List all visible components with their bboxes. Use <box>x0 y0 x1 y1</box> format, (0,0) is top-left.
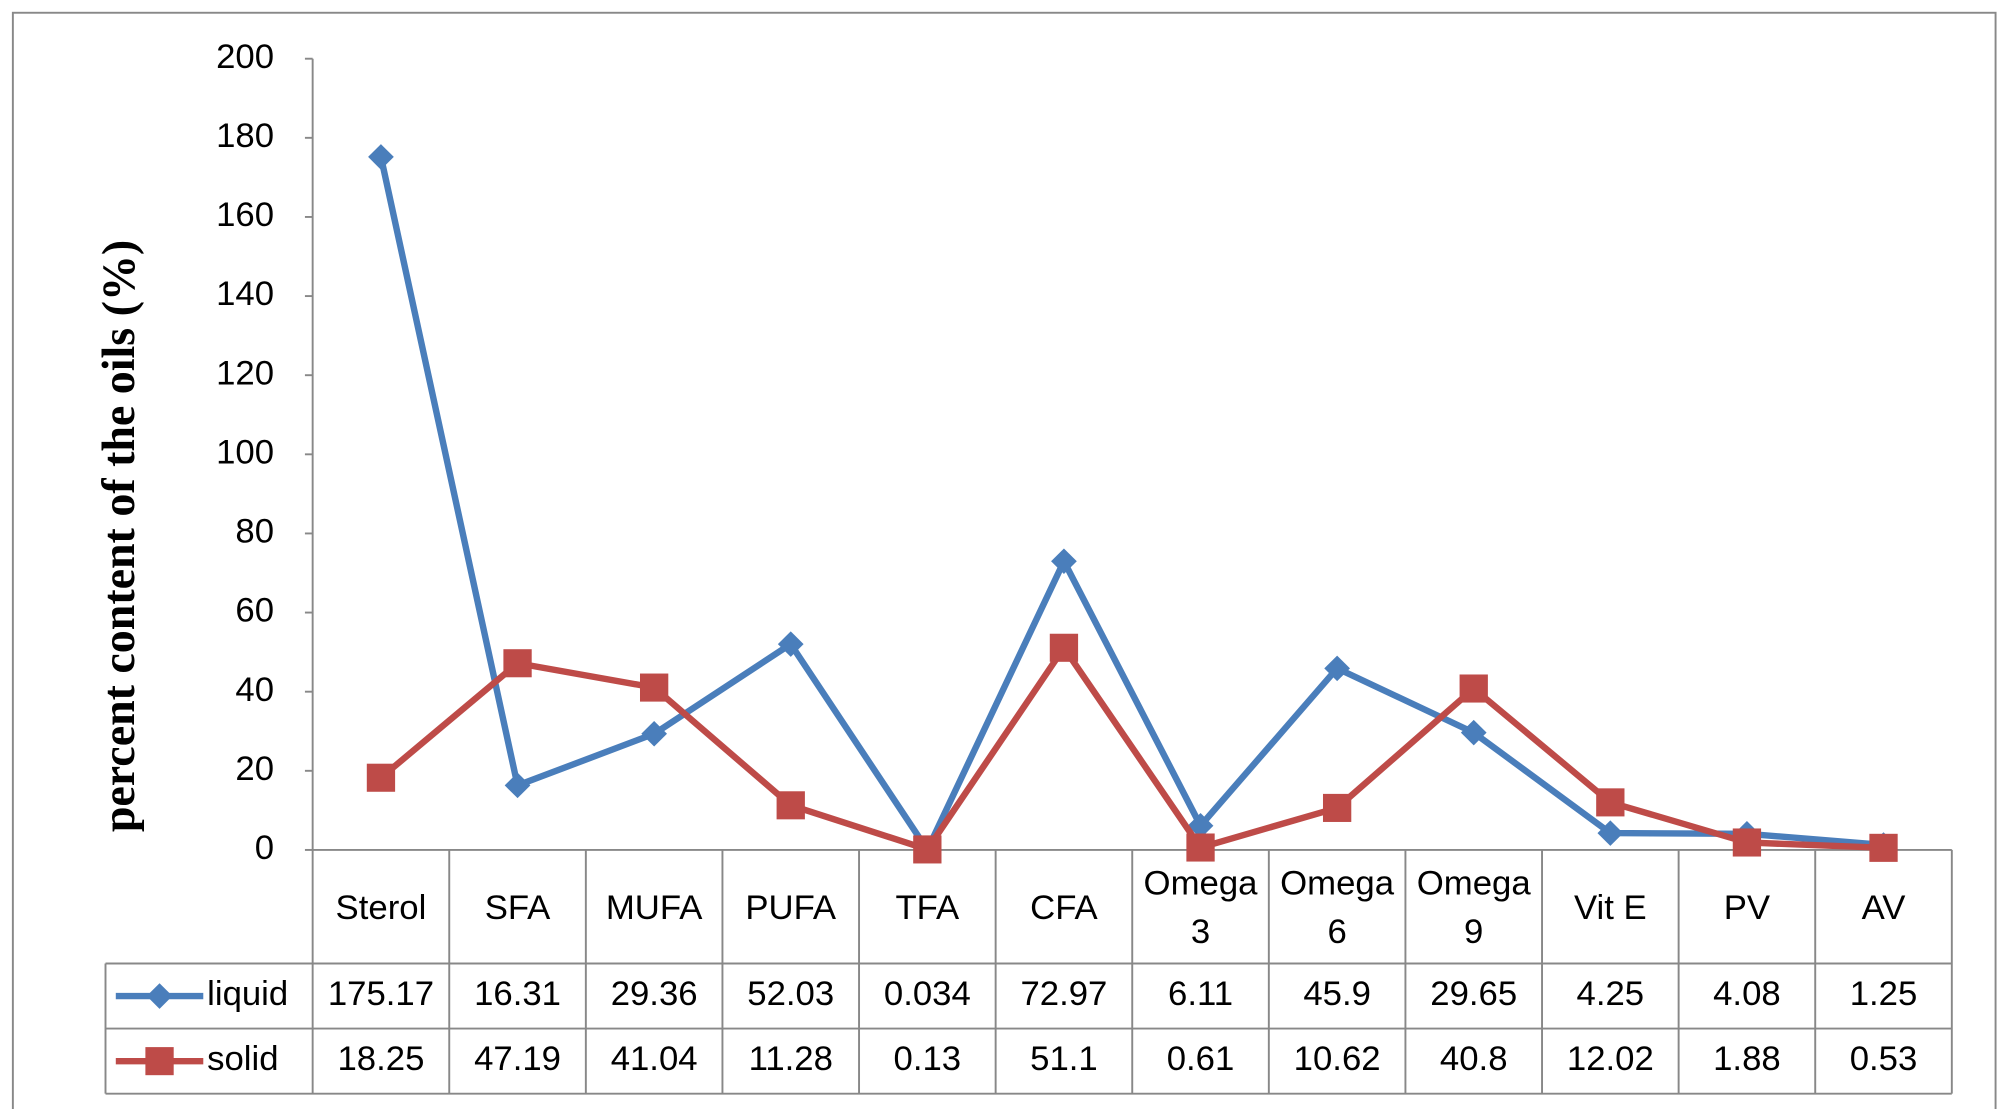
marker <box>1186 833 1215 862</box>
marker <box>1322 793 1352 822</box>
table-value: 45.9 <box>1303 975 1371 1013</box>
marker <box>639 673 669 702</box>
x-tick-label: Omega 6 <box>1280 863 1395 951</box>
x-tick-label-box: Vit E <box>1573 887 1647 926</box>
marker <box>368 144 394 170</box>
chart-border <box>11 11 1997 1109</box>
series-line <box>377 156 1884 853</box>
marker <box>641 721 668 747</box>
x-tick-label: PV <box>1723 887 1771 926</box>
table-value: 11.28 <box>749 1040 833 1078</box>
y-tick-label: 160 <box>216 196 274 234</box>
marker <box>1187 813 1214 839</box>
marker <box>913 835 942 864</box>
table-value: 40.8 <box>1440 1040 1508 1078</box>
table-value: 47.19 <box>474 1040 561 1078</box>
table-value: 16.31 <box>474 975 561 1013</box>
x-tick-label-box: Omega 3 <box>1143 863 1258 951</box>
x-tick-label-box: Omega 6 <box>1280 863 1395 951</box>
y-tick-label: 0 <box>255 829 274 867</box>
marker <box>366 763 396 792</box>
table-value: 51.1 <box>1030 1040 1098 1078</box>
x-tick-label: TFA <box>895 887 960 926</box>
x-tick-label: MUFA <box>605 887 703 926</box>
y-tick-label: 40 <box>235 671 274 709</box>
y-tick-label: 200 <box>216 38 274 76</box>
table-value: 41.04 <box>611 1040 698 1078</box>
x-tick-label-box: PUFA <box>745 887 837 926</box>
marker <box>145 1047 174 1076</box>
x-tick-label-box: PV <box>1723 887 1771 926</box>
marker <box>1051 548 1077 575</box>
x-tick-label: Sterol <box>335 887 427 926</box>
marker <box>504 772 531 799</box>
table-value: 0.53 <box>1850 1040 1918 1078</box>
marker <box>777 631 804 657</box>
y-axis-label: percent content of the oils (%) <box>93 240 144 832</box>
legend-label: liquid <box>207 975 288 1013</box>
marker <box>1596 788 1625 817</box>
table-value: 52.03 <box>747 975 834 1013</box>
table-value: 0.13 <box>894 1040 962 1078</box>
x-tick-label-box: Sterol <box>335 887 427 926</box>
x-tick-label-box: Omega 9 <box>1416 863 1531 951</box>
legend-label: solid <box>207 1040 278 1078</box>
x-tick-label: Omega 3 <box>1143 863 1258 951</box>
table-value: 29.65 <box>1430 975 1517 1013</box>
series-line <box>378 644 1884 853</box>
table-value: 1.88 <box>1713 1040 1781 1078</box>
y-tick-label: 20 <box>235 750 274 788</box>
table-value: 18.25 <box>338 1040 425 1078</box>
table-value: 4.25 <box>1577 975 1645 1013</box>
marker <box>1459 674 1488 703</box>
y-tick-label: 180 <box>216 117 274 155</box>
x-tick-label: PUFA <box>745 887 837 926</box>
x-tick-label-box: AV <box>1861 887 1906 926</box>
x-tick-label: Omega 9 <box>1416 863 1531 951</box>
x-tick-label: Vit E <box>1573 887 1647 926</box>
table-value: 0.61 <box>1167 1040 1235 1078</box>
y-tick-label: 80 <box>235 513 274 551</box>
x-tick-label: SFA <box>484 887 551 926</box>
marker <box>1869 833 1898 862</box>
x-tick-label-box: SFA <box>484 887 551 926</box>
x-tick-label: AV <box>1861 887 1906 926</box>
marker <box>1732 828 1762 857</box>
table-value: 12.02 <box>1567 1040 1654 1078</box>
table-value: 1.25 <box>1850 975 1918 1013</box>
x-tick-label-box: CFA <box>1030 887 1098 926</box>
table-value: 72.97 <box>1020 975 1107 1013</box>
x-tick-label-box: MUFA <box>605 887 703 926</box>
table-value: 175.17 <box>328 975 434 1013</box>
y-tick-label: 140 <box>216 275 274 313</box>
table-value: 0.034 <box>884 975 971 1013</box>
marker <box>1049 633 1079 662</box>
marker <box>146 983 173 1009</box>
x-tick-label-box: TFA <box>895 887 960 926</box>
table-value: 10.62 <box>1294 1040 1381 1078</box>
y-tick-label: 120 <box>216 354 274 392</box>
y-tick-label: 100 <box>216 434 274 472</box>
marker <box>503 649 532 678</box>
table-value: 29.36 <box>611 975 698 1013</box>
y-tick-label: 60 <box>235 592 274 630</box>
table-value: 6.11 <box>1168 975 1233 1013</box>
x-tick-label: CFA <box>1030 887 1098 926</box>
table-value: 4.08 <box>1713 975 1781 1013</box>
marker <box>776 791 805 820</box>
